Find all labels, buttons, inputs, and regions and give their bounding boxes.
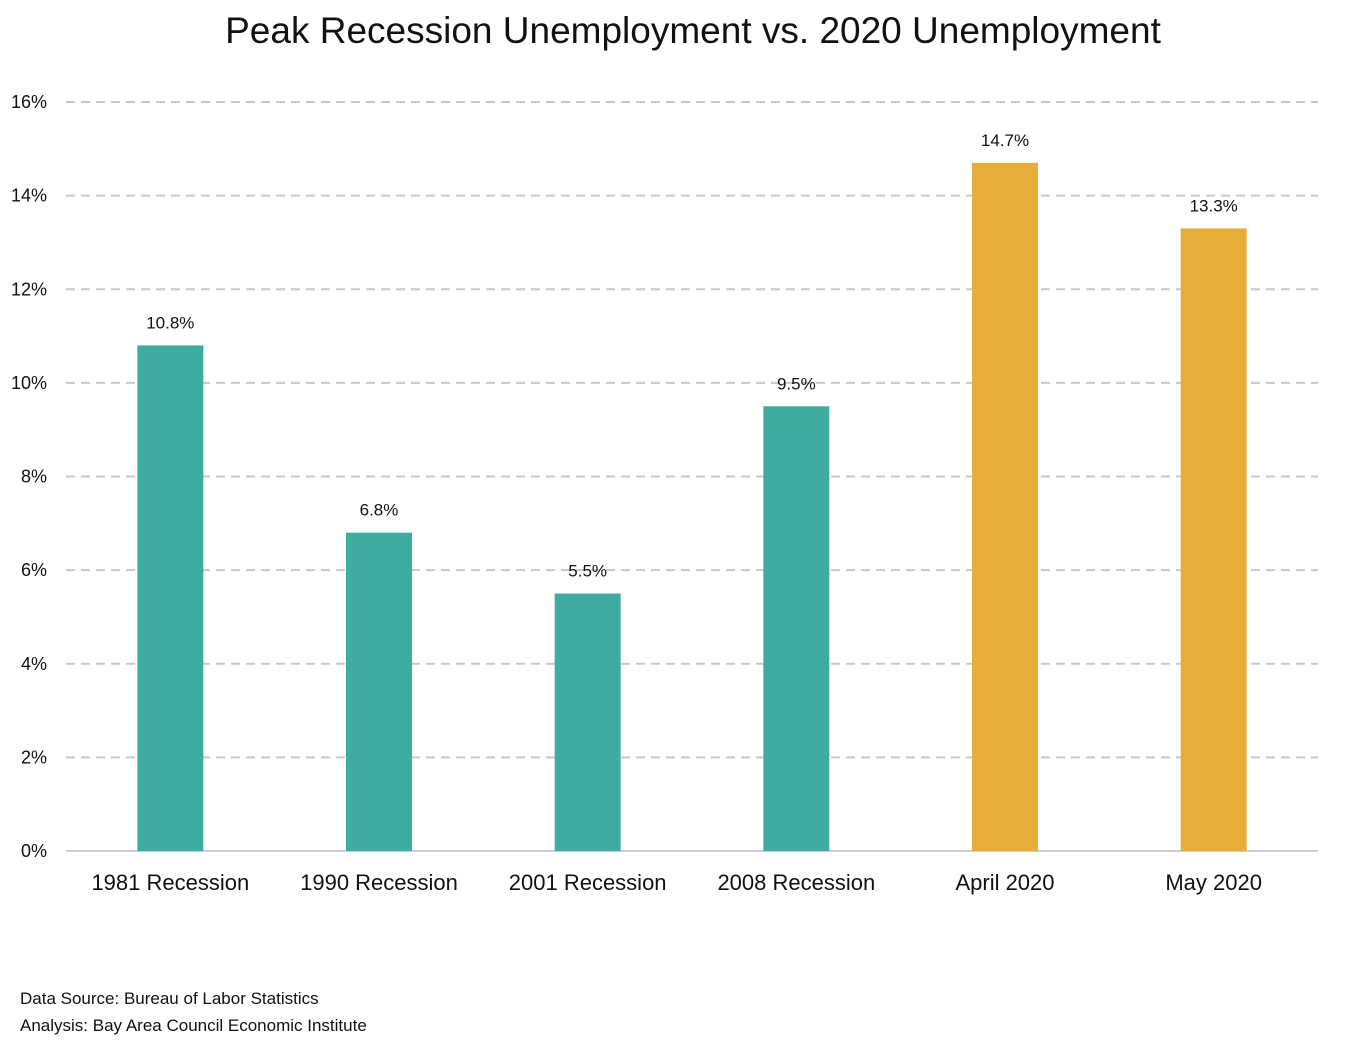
y-axis-tick-labels: 0% 2% 4% 6% 8% 10% 12% 14% 16% [11, 92, 47, 861]
bar [137, 345, 204, 851]
y-tick-label: 8% [21, 467, 47, 487]
bar [554, 593, 621, 851]
x-tick-label: April 2020 [955, 870, 1054, 895]
y-tick-label: 4% [21, 654, 47, 674]
data-source-note: Data Source: Bureau of Labor Statistics [20, 989, 319, 1008]
y-tick-label: 6% [21, 560, 47, 580]
data-label: 10.8% [146, 313, 194, 332]
chart-title: Peak Recession Unemployment vs. 2020 Une… [225, 10, 1161, 51]
x-axis-tick-labels: 1981 Recession 1990 Recession 2001 Recessi… [91, 870, 1262, 895]
bar [346, 532, 412, 851]
data-labels: 10.8% 6.8% 5.5% 9.5% 14.7% 13.3% [146, 131, 1238, 581]
x-tick-label: 2001 Recession [509, 870, 667, 895]
x-tick-label: 1990 Recession [300, 870, 458, 895]
data-label: 9.5% [777, 374, 816, 393]
y-tick-label: 10% [11, 373, 47, 393]
gridlines [66, 101, 1318, 852]
bar [1180, 228, 1247, 852]
y-tick-label: 0% [21, 841, 47, 861]
y-tick-label: 12% [11, 279, 47, 299]
y-tick-label: 14% [11, 186, 47, 206]
bar [972, 162, 1038, 851]
bars [137, 162, 1247, 852]
x-tick-label: 2008 Recession [717, 870, 875, 895]
x-tick-label: 1981 Recession [91, 870, 249, 895]
bar [763, 406, 830, 851]
analysis-note: Analysis: Bay Area Council Economic Inst… [20, 1016, 367, 1035]
data-label: 6.8% [360, 501, 399, 520]
bar-chart: 0% 2% 4% 6% 8% 10% 12% 14% 16% 10.8% 6.8% 5.5% 9.5%… [11, 92, 1318, 895]
data-label: 13.3% [1190, 196, 1238, 215]
y-tick-label: 2% [21, 747, 47, 767]
data-label: 14.7% [981, 131, 1029, 150]
x-tick-label: May 2020 [1165, 870, 1262, 895]
y-tick-label: 16% [11, 92, 47, 112]
data-label: 5.5% [568, 562, 607, 581]
